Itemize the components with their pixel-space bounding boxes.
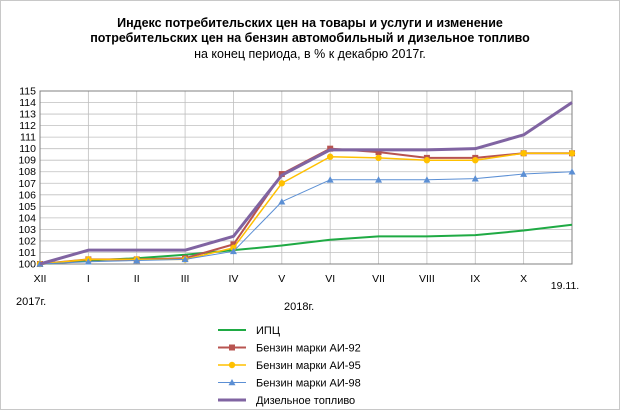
y-tick-label: 107: [18, 178, 36, 190]
y-tick-label: 114: [19, 97, 36, 109]
x-tick-label: IV: [228, 273, 238, 285]
legend-item: Дизельное топливо: [218, 395, 355, 407]
data-point: [375, 149, 382, 156]
y-tick-label: 100: [18, 259, 36, 271]
legend-label: Дизельное топливо: [256, 395, 355, 407]
data-point: [181, 255, 189, 263]
y-tick-label: 106: [18, 189, 36, 201]
plot-border: [39, 90, 573, 265]
plot-area: [36, 101, 576, 268]
data-point: [423, 157, 431, 164]
data-point: [278, 180, 286, 187]
y-tick-label: 101: [18, 247, 36, 259]
legend-label: Бензин марки АИ-95: [256, 360, 361, 372]
x-tick-label: IX: [470, 273, 480, 285]
data-point: [568, 168, 576, 175]
data-point: [520, 170, 528, 177]
data-point: [568, 150, 576, 157]
legend-item: Бензин марки АИ-98: [218, 378, 361, 390]
series-line: [39, 223, 573, 265]
data-point: [520, 150, 527, 157]
x-tick-label: VIII: [419, 273, 435, 285]
y-tick-label: 105: [18, 201, 36, 213]
legend: ИПЦ Бензин марки АИ-92 Бензин марки АИ-95 Б…: [218, 325, 361, 407]
data-point: [133, 257, 141, 264]
x-tick-label: V: [278, 273, 285, 285]
x-tick-label: III: [181, 273, 190, 285]
legend-marker: [229, 344, 235, 351]
data-point: [423, 176, 431, 183]
series-3: [36, 168, 576, 267]
chart-subtitle: на конец периода, в % к декабрю 2017г.: [194, 47, 426, 61]
year-label-mid: 2018г.: [284, 301, 314, 313]
data-point: [326, 153, 334, 160]
legend-item: ИПЦ: [218, 325, 280, 337]
y-tick-label: 110: [19, 143, 36, 155]
legend-label: Бензин марки АИ-92: [256, 343, 361, 355]
legend-label: ИПЦ: [256, 325, 280, 337]
series-line: [39, 152, 572, 265]
x-tick-label: XII: [34, 273, 47, 285]
y-tick-label: 108: [18, 166, 36, 178]
data-point: [229, 247, 237, 255]
x-tick-label: 19.11.: [551, 280, 579, 292]
data-point: [84, 258, 92, 265]
data-point: [375, 176, 383, 183]
x-axis: XII I II III IV V VI VII VIII IX X19.11.: [34, 273, 580, 292]
x-tick-label: VI: [325, 273, 335, 285]
series-line: [39, 101, 573, 266]
y-tick-label: 115: [19, 86, 36, 98]
y-tick-label: 113: [19, 109, 36, 121]
y-tick-label: 103: [18, 224, 36, 236]
x-tick-label: X: [520, 273, 527, 285]
y-tick-label: 102: [18, 235, 36, 247]
data-point: [230, 241, 237, 248]
data-point: [375, 154, 382, 162]
x-tick-label: VII: [372, 273, 385, 285]
series-0: [39, 223, 573, 265]
y-tick-label: 104: [18, 212, 36, 224]
legend-label: Бензин марки АИ-98: [256, 378, 361, 390]
chart-title-line-2: потребительских цен на бензин автомобиль…: [90, 31, 530, 45]
y-axis: 1001011021031041051061071081091101111121…: [18, 86, 36, 271]
year-label-start: 2017г.: [16, 296, 46, 308]
data-point: [472, 157, 479, 164]
legend-marker: [228, 361, 236, 369]
chart-title-line-1: Индекс потребительских цен на товары и у…: [117, 16, 503, 30]
chart-title: Индекс потребительских цен на товары и у…: [0, 16, 620, 62]
legend-marker: [228, 379, 236, 386]
data-point: [278, 198, 286, 205]
y-tick-label: 111: [20, 132, 36, 144]
series-line: [39, 171, 573, 265]
y-tick-label: 112: [19, 120, 36, 132]
y-tick-label: 109: [18, 155, 36, 167]
data-point: [471, 175, 479, 182]
legend-item: Бензин марки АИ-92: [218, 343, 361, 355]
legend-item: Бензин марки АИ-95: [218, 360, 361, 372]
grid: [39, 90, 573, 265]
x-tick-label: II: [134, 273, 140, 285]
series-4: [39, 101, 573, 266]
x-tick-label: I: [87, 273, 90, 285]
data-point: [326, 176, 334, 183]
